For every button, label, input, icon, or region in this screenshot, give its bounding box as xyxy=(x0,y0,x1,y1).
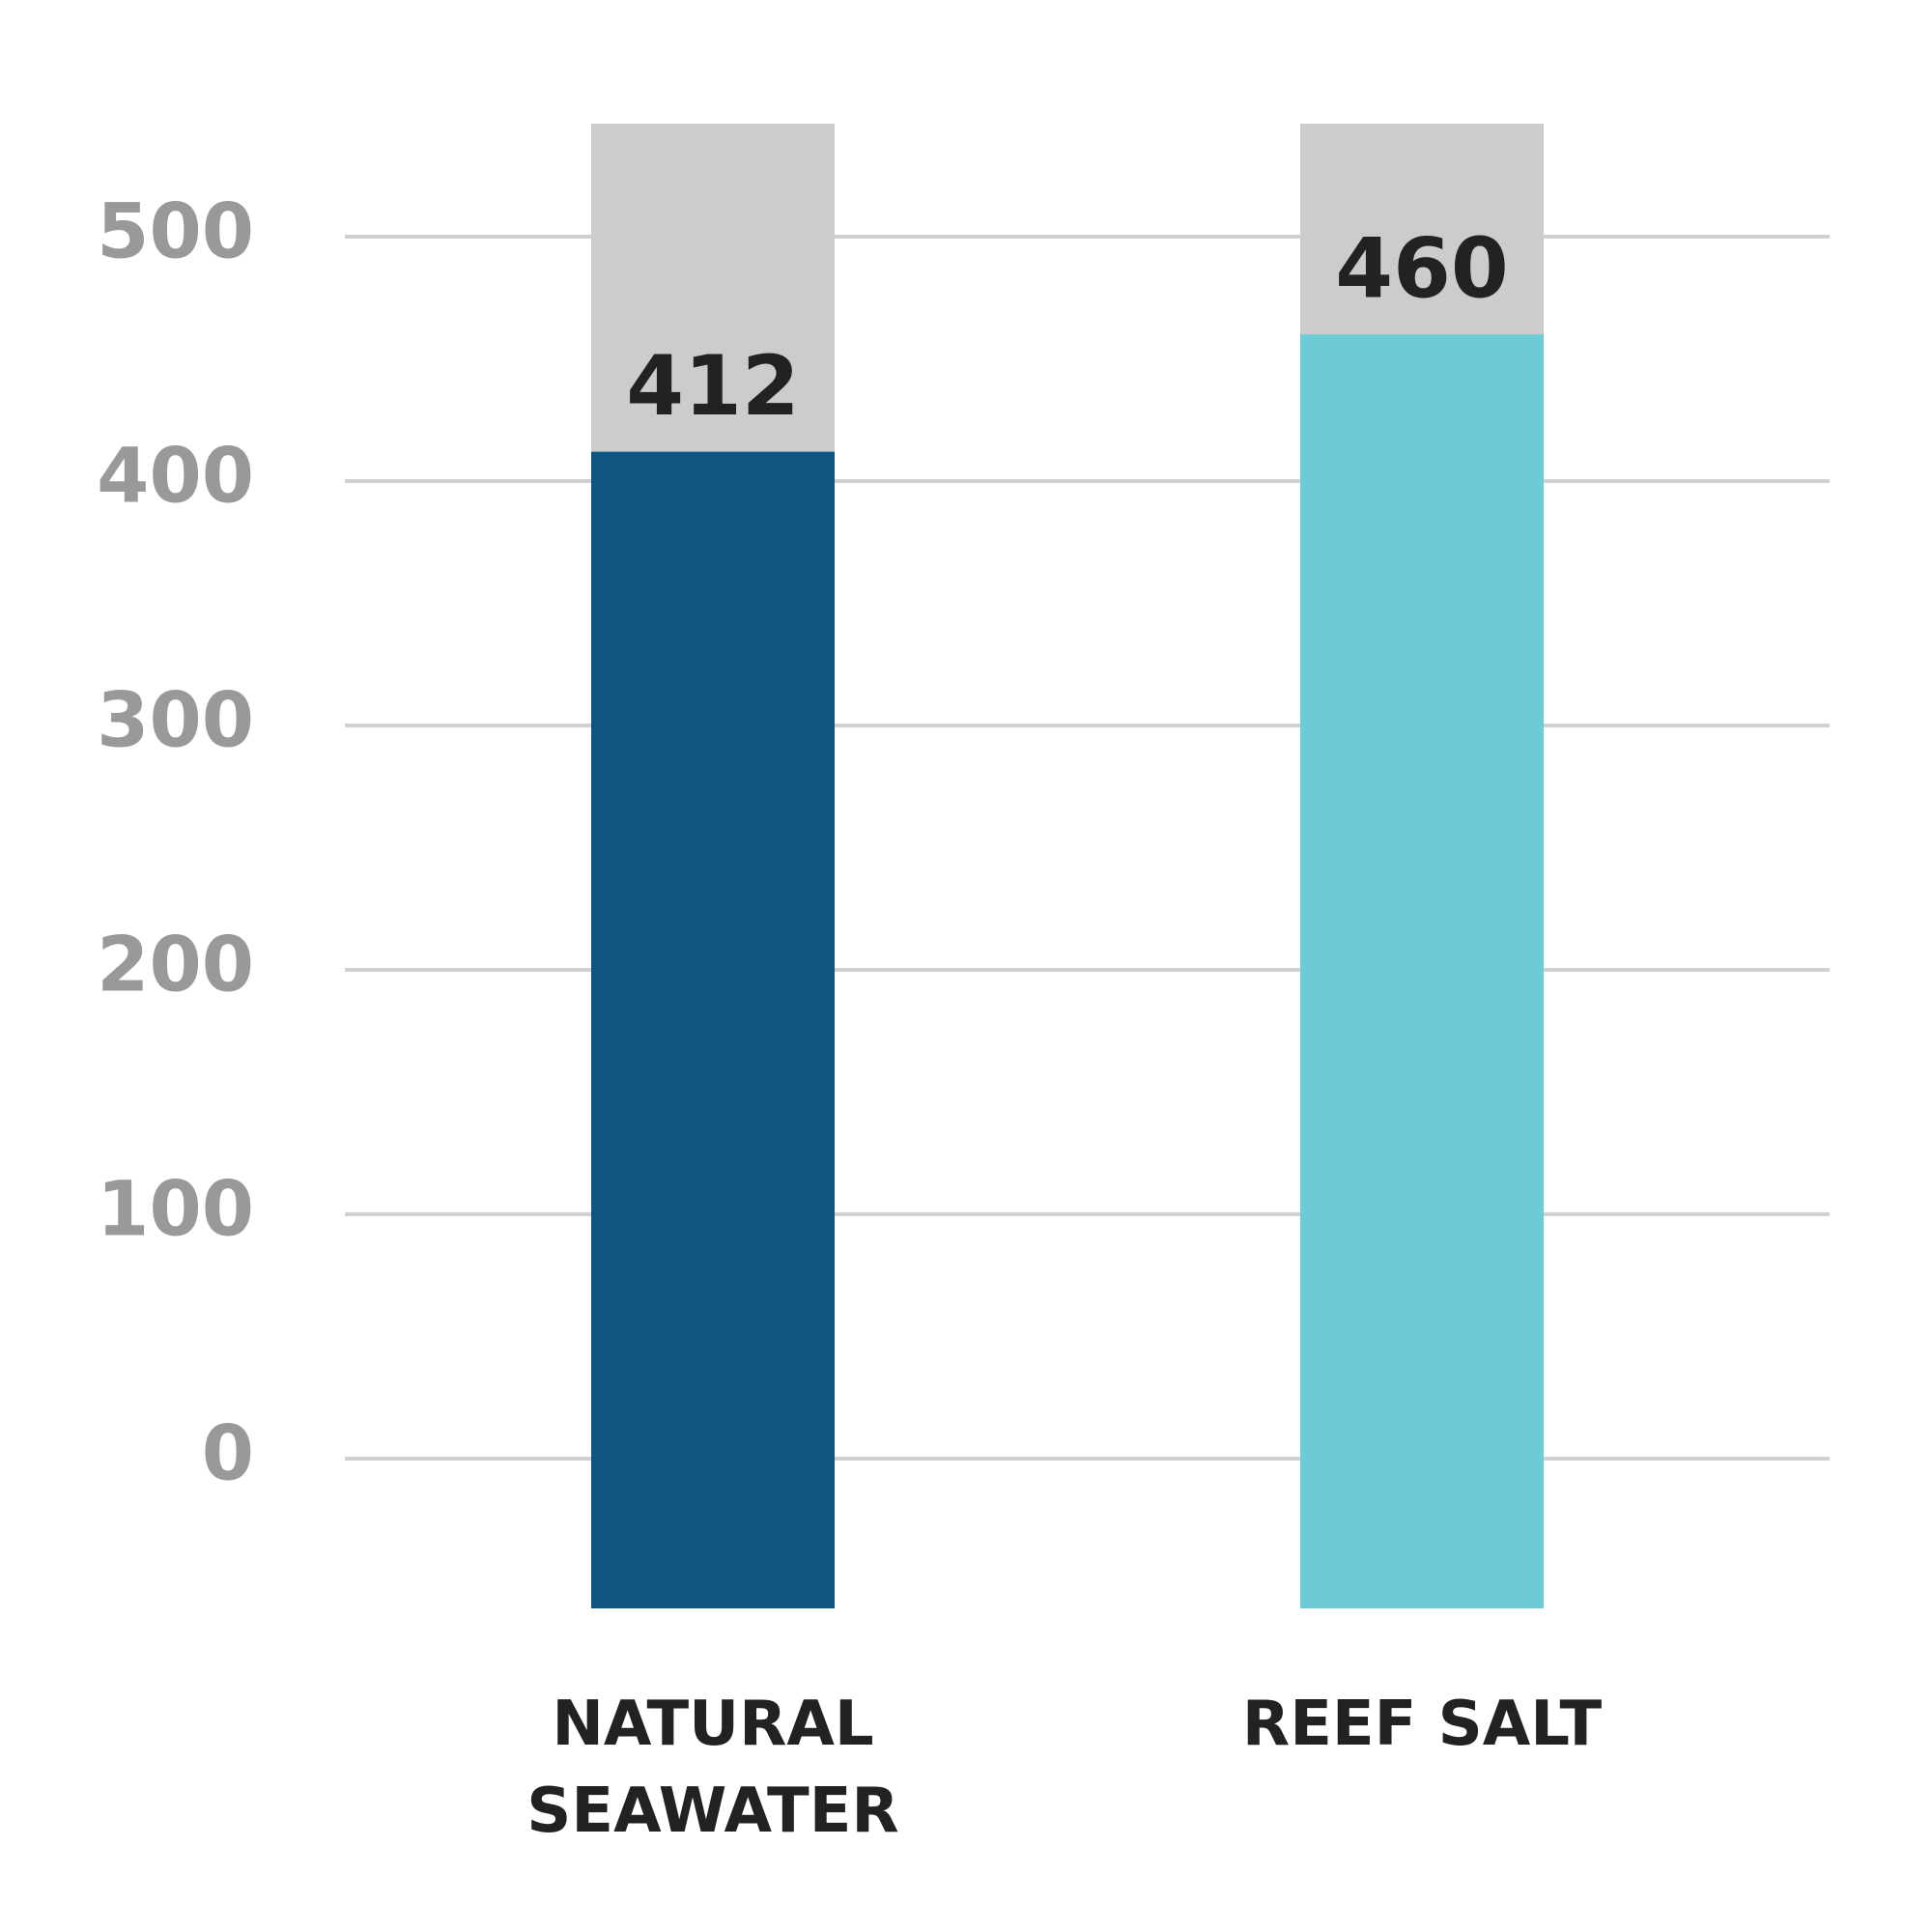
y-tick-label: 100 xyxy=(97,1166,254,1253)
value-label: 460 xyxy=(1335,221,1509,318)
y-tick-label: 200 xyxy=(97,922,254,1009)
y-tick-label: 400 xyxy=(97,433,254,520)
y-tick-label: 0 xyxy=(202,1410,254,1497)
value-label: 412 xyxy=(626,338,800,435)
y-tick-label: 500 xyxy=(97,188,254,275)
bar xyxy=(1300,334,1544,1609)
x-tick-label: NATURAL SEAWATER xyxy=(526,1689,899,1847)
bar xyxy=(591,451,835,1608)
x-tick-label: REEF SALT xyxy=(1241,1689,1603,1760)
y-tick-label: 300 xyxy=(97,677,254,764)
